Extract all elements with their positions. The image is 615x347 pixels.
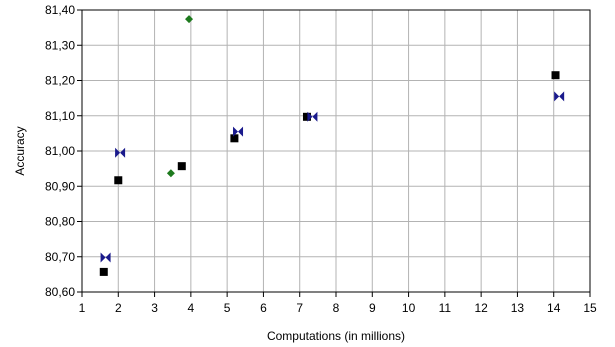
bowtie-point	[100, 252, 111, 263]
x-tick-label: 6	[260, 301, 267, 315]
x-tick-label: 12	[474, 301, 488, 315]
square-point	[551, 71, 560, 80]
y-tick-label: 80,80	[45, 215, 75, 229]
square-point	[230, 134, 239, 143]
square-point	[302, 112, 311, 121]
x-tick-label: 5	[224, 301, 231, 315]
x-axis-title: Computations (in millions)	[267, 329, 405, 343]
bowtie-point	[115, 147, 126, 158]
y-tick-label: 80,90	[45, 179, 75, 193]
square-point	[114, 176, 123, 185]
x-tick-label: 3	[151, 301, 158, 315]
y-tick-label: 80,60	[45, 285, 75, 299]
x-tick-label: 10	[402, 301, 416, 315]
y-tick-label: 81,00	[45, 144, 75, 158]
bowtie-point	[307, 111, 318, 122]
x-tick-label: 7	[296, 301, 303, 315]
y-tick-label: 81,20	[45, 74, 75, 88]
y-tick-labels: 80,60 80,70 80,80 80,90 81,00 81,10 81,20 81,30…	[45, 3, 75, 299]
x-tick-labels: 1 2 3 4 5 6 7 8 9 10 11 12 13 14 15	[79, 301, 597, 315]
y-axis-title: Accuracy	[13, 126, 27, 175]
gridlines	[82, 10, 590, 292]
y-tick-label: 81,40	[45, 3, 75, 17]
x-tick-label: 9	[369, 301, 376, 315]
square-point	[177, 162, 186, 171]
x-tick-label: 8	[333, 301, 340, 315]
diamond-point	[185, 15, 194, 24]
x-tick-label: 15	[583, 301, 597, 315]
x-tick-label: 1	[79, 301, 86, 315]
data-points	[99, 15, 565, 276]
x-tick-label: 4	[188, 301, 195, 315]
diamond-point	[166, 169, 175, 178]
bowtie-point	[233, 126, 244, 137]
x-tick-label: 13	[511, 301, 525, 315]
axis-ticks	[77, 9, 591, 297]
square-point	[99, 267, 108, 276]
x-tick-label: 11	[439, 301, 452, 315]
y-tick-label: 81,30	[45, 38, 75, 52]
y-tick-label: 80,70	[45, 250, 75, 264]
x-tick-label: 14	[547, 301, 561, 315]
bowtie-point	[554, 91, 565, 102]
y-tick-label: 81,10	[45, 109, 75, 123]
x-tick-label: 2	[115, 301, 122, 315]
